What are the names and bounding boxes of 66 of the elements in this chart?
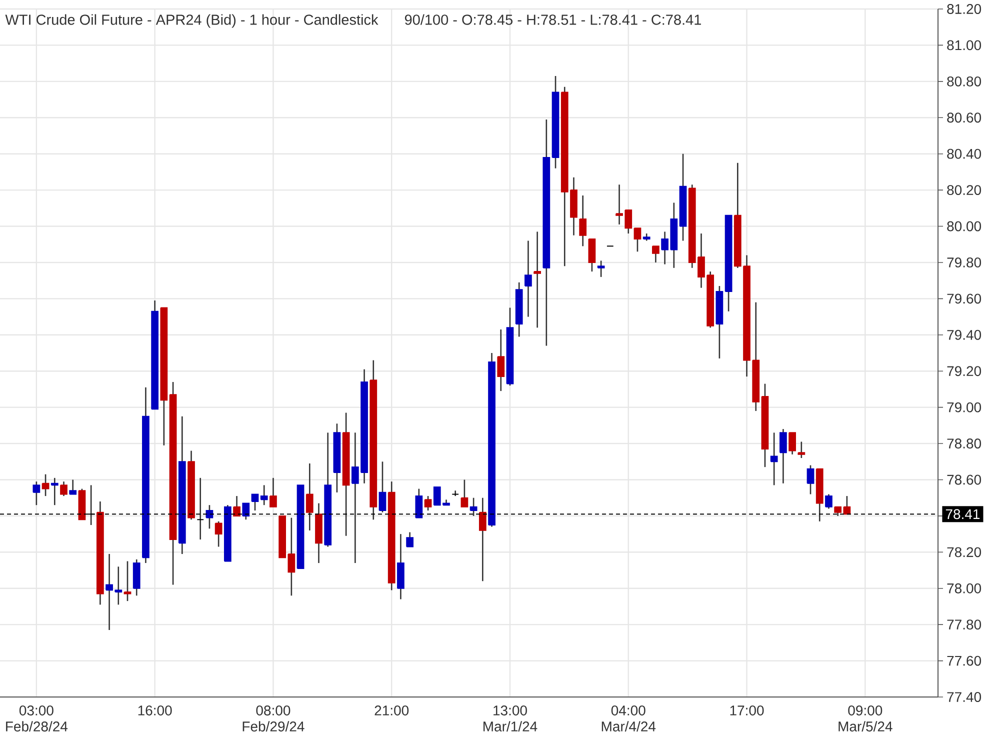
y-tick-label: 79.80 xyxy=(947,258,982,268)
candlestick xyxy=(306,462,314,532)
candlestick xyxy=(652,246,660,264)
candlestick xyxy=(233,495,240,517)
candlestick xyxy=(452,490,460,497)
y-tick-label: 78.60 xyxy=(947,474,982,485)
candlestick xyxy=(478,497,486,582)
candlestick xyxy=(251,494,259,512)
x-tick-label: 21:00 xyxy=(374,706,409,716)
candlestick xyxy=(534,231,541,328)
y-tick-label: 78.20 xyxy=(947,547,982,558)
candlestick xyxy=(242,502,250,520)
candlestick xyxy=(270,477,277,508)
candlestick xyxy=(497,328,505,392)
candlestick xyxy=(42,474,50,497)
y-tick-label: 78.00 xyxy=(947,583,982,594)
candlestick xyxy=(634,227,642,252)
candlestick xyxy=(597,260,605,278)
y-tick-label: 80.80 xyxy=(947,76,982,86)
y-tick-label: 79.20 xyxy=(947,366,982,376)
y-tick-label: 79.40 xyxy=(947,330,982,340)
candlestick xyxy=(406,532,414,548)
chart-title: WTI Crude Oil Future - APR24 (Bid) - 1 hour - Candlestick xyxy=(5,14,378,28)
y-tick-label: 81.20 xyxy=(947,4,982,14)
y-tick-label: 80.60 xyxy=(947,112,982,123)
x-tick-label: 08:00 Feb/29/24 xyxy=(242,706,304,732)
y-tick-label: 80.20 xyxy=(947,185,982,196)
candlestick xyxy=(378,460,386,513)
candlestick xyxy=(124,560,132,602)
candlestick xyxy=(770,432,778,486)
candlestick xyxy=(825,494,832,510)
y-tick-label: 80.40 xyxy=(947,148,982,159)
candlestick xyxy=(470,497,478,517)
y-tick-label: 78.80 xyxy=(947,438,982,448)
candlestick xyxy=(260,484,268,506)
candlestick xyxy=(588,238,596,272)
x-tick-label: 03:00 Feb/28/24 xyxy=(6,706,68,732)
candlestick xyxy=(424,495,432,512)
candlestick xyxy=(524,240,532,318)
y-tick-label: 77.80 xyxy=(947,620,982,630)
x-tick-label: 09:00 Mar/5/24 xyxy=(838,706,892,732)
chart-subtitle: 90/100 - O:78.45 - H:78.51 - L:78.41 - C:78.41 xyxy=(404,14,701,25)
candlestick xyxy=(50,477,58,506)
candlestick xyxy=(460,479,468,508)
y-tick-label: 79.00 xyxy=(947,402,982,412)
x-tick-label: 04:00 Mar/4/24 xyxy=(602,706,656,732)
y-tick-label: 81.00 xyxy=(947,40,982,50)
candlestick xyxy=(788,432,796,456)
candlestick xyxy=(806,464,814,495)
x-tick-label: 16:00 xyxy=(138,706,172,716)
x-tick-label: 13:00 Mar/1/24 xyxy=(484,706,538,732)
candlestick xyxy=(579,194,587,247)
y-tick-label: 77.40 xyxy=(947,692,982,702)
candlestick xyxy=(69,479,77,495)
candlestick xyxy=(32,480,40,506)
y-tick-label: 77.60 xyxy=(947,656,982,666)
candlestick xyxy=(415,488,423,518)
candlestick xyxy=(798,441,806,459)
candlestick xyxy=(780,428,787,484)
candlestick xyxy=(60,480,68,497)
y-tick-label: 80.00 xyxy=(947,221,982,232)
x-tick-label: 17:00 xyxy=(730,706,764,716)
candlestick xyxy=(206,504,214,530)
ref-line-label: 78.41 xyxy=(946,509,980,520)
candlestick xyxy=(214,520,222,548)
y-tick-label: 79.60 xyxy=(947,294,982,304)
